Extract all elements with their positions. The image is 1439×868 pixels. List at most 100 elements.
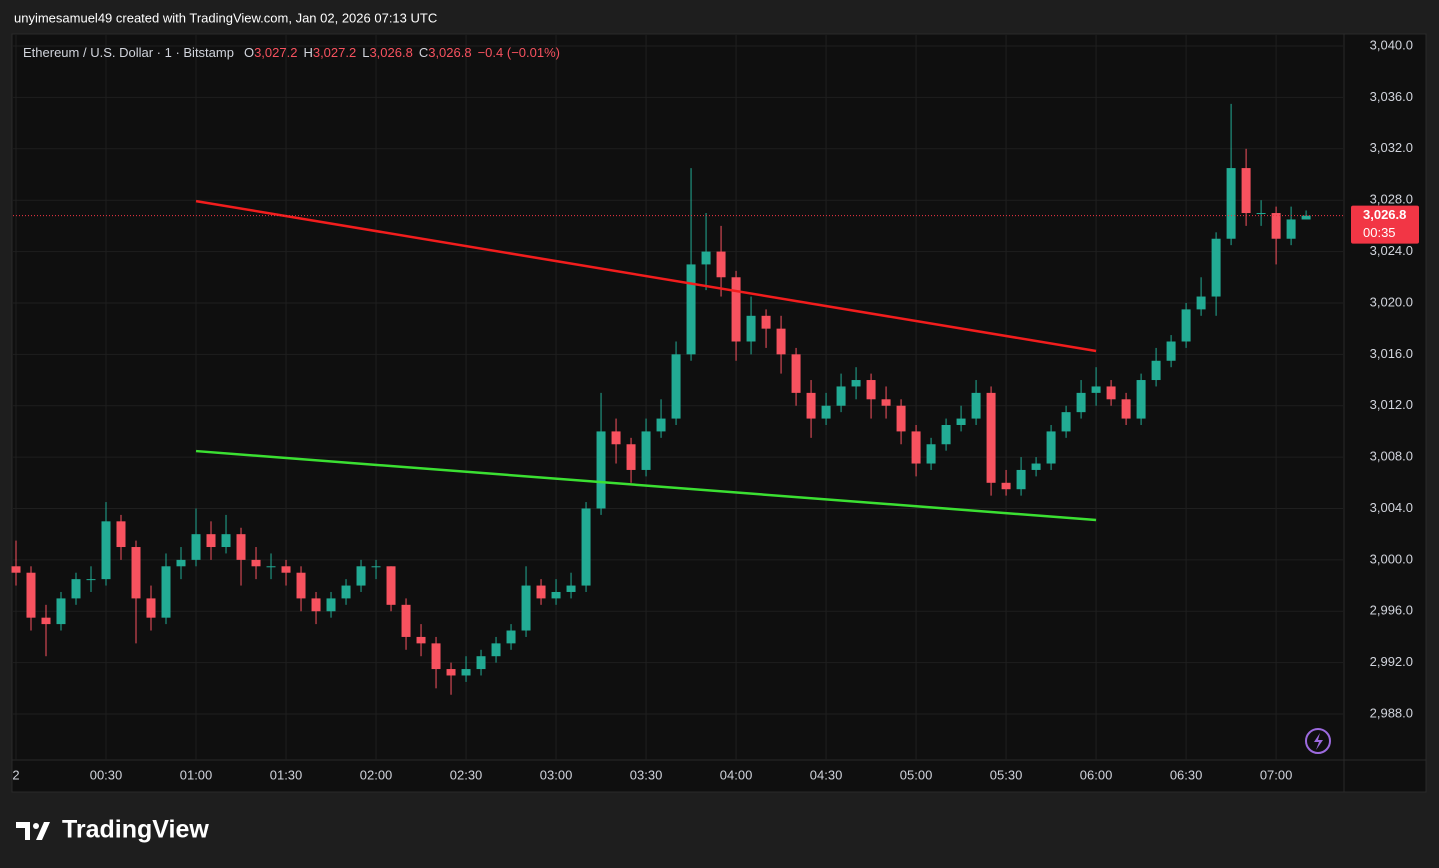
x-tick-label: 07:00 (1260, 767, 1293, 782)
candle-body (206, 534, 216, 548)
ohlc-letter: H (303, 45, 312, 60)
candle-body (491, 643, 501, 657)
candle-body (1181, 309, 1191, 342)
candle-body (191, 534, 201, 560)
candle-body (686, 264, 696, 355)
footer-logo (16, 822, 50, 840)
ohlc-value: 3,027.2 (313, 45, 356, 60)
candle-body (806, 392, 816, 419)
candle-body (311, 598, 321, 612)
candle-body (761, 315, 771, 329)
x-tick-label: 02:00 (360, 767, 393, 782)
candle-body (86, 579, 96, 581)
ohlc-value: 3,027.2 (254, 45, 297, 60)
x-tick-label: 01:30 (270, 767, 303, 782)
candle-body (731, 277, 741, 342)
change-value: −0.4 (−0.01%) (478, 45, 560, 60)
candle-body (416, 636, 426, 644)
candle-body (431, 643, 441, 670)
y-tick-label: 3,028.0 (1370, 192, 1413, 207)
candle-body (161, 566, 171, 618)
y-tick-label: 3,012.0 (1370, 397, 1413, 412)
last-price-label: 3,026.8 (1363, 207, 1406, 222)
candle-body (611, 431, 621, 445)
candle-body (56, 598, 66, 625)
candle-body (746, 315, 756, 342)
candle-body (641, 431, 651, 470)
ohlc-letter: C (419, 45, 428, 60)
candle-body (896, 405, 906, 432)
candle-body (221, 534, 231, 548)
candle-body (251, 559, 261, 567)
ohlc-value: 3,026.8 (369, 45, 412, 60)
candle-body (1061, 412, 1071, 432)
x-tick-label: 04:30 (810, 767, 843, 782)
candle-body (1031, 463, 1041, 470)
candle-body (626, 444, 636, 470)
candle-body (851, 380, 861, 387)
candle-body (1196, 296, 1206, 310)
y-tick-label: 3,020.0 (1370, 294, 1413, 309)
candle-body (341, 585, 351, 599)
candle-body (371, 566, 381, 568)
candle-body (1121, 399, 1131, 419)
candle-body (971, 392, 981, 419)
candle-body (1256, 213, 1266, 215)
candle-body (551, 591, 561, 599)
x-tick-label: 03:00 (540, 767, 573, 782)
candle-body (716, 251, 726, 278)
y-tick-label: 3,040.0 (1370, 37, 1413, 52)
candle-body (26, 572, 36, 618)
candle-body (356, 566, 366, 586)
header-text: unyimesamuel49 created with TradingView.… (14, 10, 437, 25)
candle-body (956, 418, 966, 425)
candle-body (791, 354, 801, 393)
candle-body (1286, 219, 1296, 239)
candle-body (446, 669, 456, 676)
candle-body (461, 669, 471, 676)
candle-body (536, 585, 546, 599)
candle-body (296, 572, 306, 599)
candle-body (476, 656, 486, 670)
candle-body (1016, 469, 1026, 490)
candle-body (521, 585, 531, 631)
candle-body (671, 354, 681, 419)
candle-body (326, 598, 336, 612)
candle-body (926, 444, 936, 464)
candle-body (941, 424, 951, 445)
candle-body (1046, 431, 1056, 464)
countdown-label: 00:35 (1363, 225, 1396, 240)
candle-body (236, 534, 246, 560)
y-tick-label: 2,992.0 (1370, 654, 1413, 669)
ohlc-value: 3,026.8 (428, 45, 471, 60)
candle-body (1136, 380, 1146, 419)
x-tick-label: 01:00 (180, 767, 213, 782)
candle-body (71, 579, 81, 599)
x-tick-label: 04:00 (720, 767, 753, 782)
y-tick-label: 3,036.0 (1370, 89, 1413, 104)
candle-body (1211, 238, 1221, 297)
candle-body (821, 405, 831, 419)
candle-body (1076, 392, 1086, 413)
x-tick-label: 03:30 (630, 767, 663, 782)
x-tick-label: 2 (12, 767, 19, 782)
x-tick-label: 02:30 (450, 767, 483, 782)
y-tick-label: 2,996.0 (1370, 603, 1413, 618)
candle-body (701, 251, 711, 265)
y-tick-label: 3,008.0 (1370, 449, 1413, 464)
y-tick-label: 2,988.0 (1370, 705, 1413, 720)
x-tick-label: 05:00 (900, 767, 933, 782)
last-price-badge (1351, 205, 1419, 244)
trend-line (195, 449, 1097, 522)
candle-body (1166, 341, 1176, 361)
candle-body (911, 431, 921, 464)
symbol-name: Ethereum / U.S. Dollar · 1 · Bitstamp (23, 45, 234, 60)
y-tick-label: 3,000.0 (1370, 551, 1413, 566)
y-tick-label: 3,024.0 (1370, 243, 1413, 258)
y-tick-label: 3,016.0 (1370, 346, 1413, 361)
candle-body (266, 566, 276, 568)
candle-body (1241, 168, 1251, 214)
x-tick-label: 05:30 (990, 767, 1023, 782)
